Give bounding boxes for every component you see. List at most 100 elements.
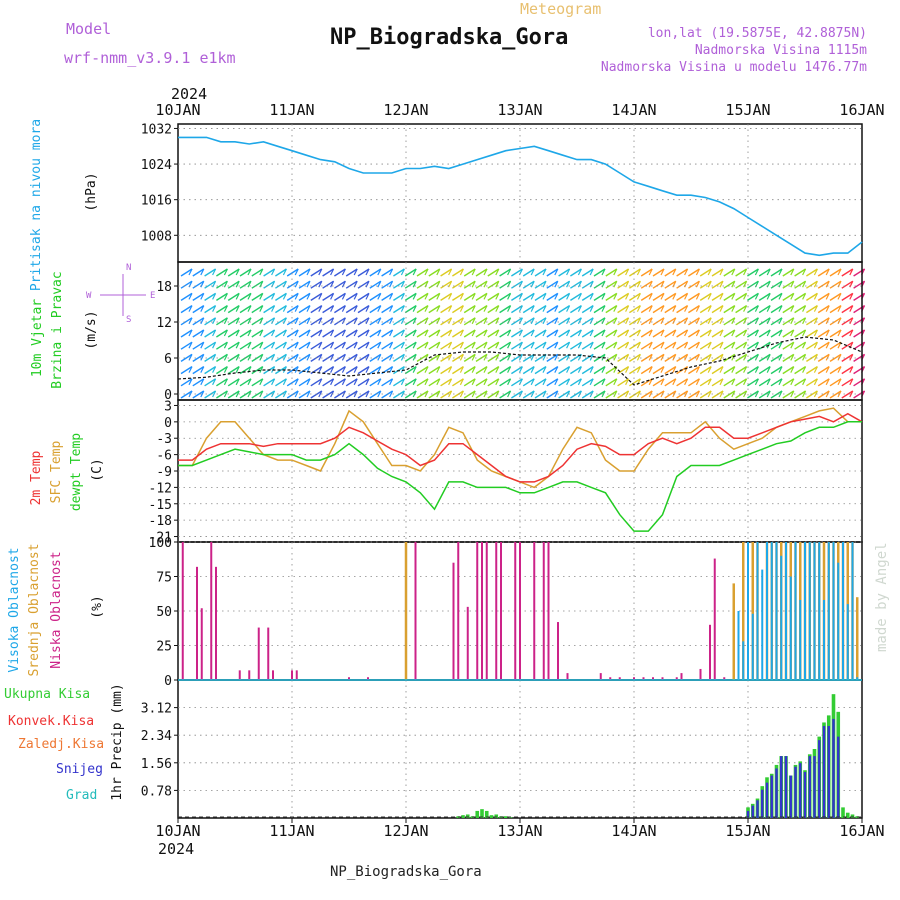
wind-barb-flag <box>436 293 441 300</box>
wind-barb-flag <box>365 378 370 386</box>
wind-barb-flag <box>424 366 429 373</box>
y-tick-label: -6 <box>156 449 172 464</box>
wind-barb-flag <box>200 341 205 349</box>
wind-barb <box>216 305 228 314</box>
wind-barb-flag <box>294 354 299 361</box>
bar-snow <box>761 789 764 818</box>
bar-cloud_high <box>789 576 792 680</box>
wind-barb-flag <box>483 329 488 337</box>
wind-barb-flag <box>719 317 724 325</box>
wind-barb <box>310 317 323 326</box>
wind-barb-flag <box>400 390 405 398</box>
wind-barb <box>310 390 323 399</box>
wind-barb <box>570 378 582 387</box>
wind-barb-flag <box>719 268 724 276</box>
wind-barb-flag <box>389 305 394 312</box>
wind-barb-flag <box>589 354 594 361</box>
wind-barb-flag <box>849 317 854 325</box>
footer-station: NP_Biogradska_Gora <box>330 864 482 880</box>
wind-barb-flag <box>412 366 417 373</box>
wind-barb <box>487 329 500 338</box>
wind-barb-flag <box>459 317 464 325</box>
wind-barb-flag <box>577 341 582 349</box>
wind-barb-flag <box>424 268 429 276</box>
wind-barb <box>216 341 228 350</box>
wind-barb-flag <box>495 354 500 361</box>
wind-barb <box>711 390 724 399</box>
wind-barb <box>487 317 500 326</box>
y-tick-label: -15 <box>149 498 172 513</box>
wind-barb-flag <box>507 317 512 325</box>
wind-barb-flag <box>353 329 358 337</box>
wind-barb <box>345 341 358 350</box>
y-tick-label: -18 <box>149 514 172 529</box>
wind-barb <box>699 317 712 326</box>
wind-barb <box>735 378 747 387</box>
wind-barb-flag <box>471 293 476 300</box>
wind-barb <box>369 378 382 387</box>
wind-barb-flag <box>200 329 205 337</box>
series-line-wind_speed <box>177 336 863 386</box>
wind-barb-flag <box>695 305 700 312</box>
wind-barb <box>251 366 264 375</box>
wind-barb-flag <box>636 329 641 337</box>
wind-barb-flag <box>200 317 205 325</box>
wind-barb <box>605 329 618 338</box>
wind-barb-flag <box>294 305 299 312</box>
wind-barb <box>711 280 724 289</box>
wind-barb-flag <box>731 354 736 361</box>
wind-barb <box>806 305 818 314</box>
wind-barb <box>428 378 441 387</box>
wind-barb <box>286 305 299 314</box>
wind-barb-flag <box>790 317 795 325</box>
wind-barb-flag <box>660 280 665 288</box>
wind-barb-flag <box>448 280 453 288</box>
bar-cloud_low <box>196 566 198 680</box>
wind-barb-flag <box>330 378 335 386</box>
wind-barb <box>416 353 429 362</box>
wind-barb <box>747 292 759 301</box>
wind-barb-flag <box>188 378 193 386</box>
chart-panels: 103210241016100806121830-3-6-9-12-15-18-… <box>141 101 885 840</box>
wind-barb <box>310 341 323 350</box>
wind-barb <box>652 366 665 375</box>
wind-barb <box>298 329 311 338</box>
wind-barb-flag <box>707 317 712 325</box>
wind-barb-flag <box>825 378 830 386</box>
bar-cloud_low <box>500 542 502 680</box>
wind-barb <box>345 317 358 326</box>
wind-barb-flag <box>318 341 323 349</box>
wind-barb-flag <box>625 354 630 361</box>
wind-barb <box>204 378 216 387</box>
wind-barb-flag <box>483 293 488 300</box>
wind-barb-flag <box>365 317 370 325</box>
wind-barb <box>227 305 240 314</box>
wind-barb <box>404 280 417 289</box>
wind-barb-flag <box>365 390 370 398</box>
wind-barb <box>640 341 653 350</box>
wind-barb <box>440 341 452 350</box>
wind-barb-flag <box>613 317 618 325</box>
wind-barb-flag <box>212 366 217 373</box>
wind-barb-flag <box>542 317 547 325</box>
wind-barb-flag <box>766 390 771 398</box>
wind-barb-flag <box>601 341 606 349</box>
bar-cloud_high <box>737 611 740 680</box>
wind-barb <box>239 341 252 350</box>
wind-barb <box>770 390 783 399</box>
wind-barb-flag <box>660 378 665 386</box>
wind-barb-flag <box>436 268 441 276</box>
wind-barb <box>664 268 677 277</box>
wind-barb <box>770 305 783 314</box>
wind-barb-flag <box>271 268 276 276</box>
wind-barb-flag <box>731 329 736 337</box>
wind-barb <box>664 317 677 326</box>
wind-barb <box>428 280 441 289</box>
bar-cloud_high <box>780 555 783 680</box>
wind-barb-flag <box>306 341 311 349</box>
wind-barb <box>345 329 358 338</box>
wind-barb-flag <box>754 341 759 349</box>
cloud-ylabel-high: Visoka Oblacnost <box>7 547 22 672</box>
wind-barb-flag <box>471 378 476 386</box>
wind-barb-flag <box>802 268 807 276</box>
